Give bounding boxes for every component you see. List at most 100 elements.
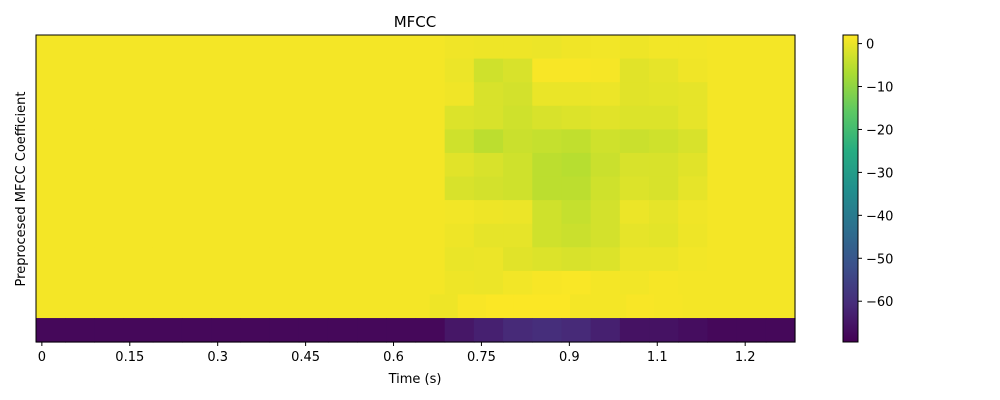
heatmap-cell	[204, 294, 234, 319]
heatmap-cell	[649, 247, 679, 272]
heatmap-cell	[327, 82, 358, 107]
heatmap-cell	[707, 105, 738, 130]
heatmap-cell	[65, 35, 95, 60]
heatmap-cell	[211, 200, 241, 225]
heatmap-cell	[415, 105, 446, 130]
heatmap-cell	[532, 176, 563, 201]
heatmap-cell	[386, 223, 417, 248]
heatmap-cell	[120, 294, 150, 319]
heatmap-cell	[590, 318, 621, 343]
heatmap-cell	[415, 129, 446, 154]
heatmap-cell	[532, 58, 563, 83]
heatmap-cell	[485, 294, 515, 319]
heatmap-cell	[211, 318, 241, 343]
heatmap-cell	[707, 200, 738, 225]
heatmap-cell	[327, 318, 358, 343]
heatmap-cell	[357, 200, 387, 225]
heatmap-cell	[444, 200, 475, 225]
heatmap-cell	[269, 270, 300, 296]
heatmap-cell	[373, 294, 403, 319]
heatmap-cell	[619, 105, 650, 130]
heatmap-cell	[152, 200, 183, 225]
heatmap-cell	[473, 152, 504, 178]
heatmap-cell	[598, 294, 627, 319]
heatmap-cell	[65, 129, 95, 154]
heatmap-cell	[542, 294, 571, 319]
heatmap-cell	[65, 223, 95, 248]
heatmap-cell	[211, 176, 241, 201]
heatmap-cell	[765, 105, 796, 130]
heatmap-cell	[415, 58, 446, 83]
heatmap-cell	[736, 176, 767, 201]
heatmap-cell	[211, 270, 241, 296]
heatmap-cell	[176, 294, 206, 319]
heatmap-cell	[36, 35, 66, 60]
heatmap-cell	[444, 270, 475, 296]
heatmap-cell	[619, 247, 650, 272]
heatmap-cell	[503, 35, 533, 60]
heatmap-cell	[736, 129, 767, 154]
heatmap-cell	[152, 270, 183, 296]
heatmap-cell	[94, 200, 125, 225]
heatmap-cell	[298, 270, 329, 296]
heatmap-cell	[181, 35, 212, 60]
heatmap-cell	[444, 176, 475, 201]
heatmap-cell	[269, 35, 300, 60]
heatmap-cell	[123, 270, 154, 296]
heatmap-cell	[36, 294, 65, 319]
heatmap-cell	[649, 318, 679, 343]
heatmap-cell	[152, 105, 183, 130]
heatmap-cell	[678, 176, 709, 201]
heatmap-cell	[152, 318, 183, 343]
heatmap-cell	[415, 152, 446, 178]
heatmap-cell	[503, 247, 533, 272]
heatmap-cell	[678, 129, 709, 154]
heatmap-cell	[386, 318, 417, 343]
heatmap-cell	[240, 82, 271, 107]
heatmap-cell	[152, 35, 183, 60]
heatmap-cell	[503, 129, 533, 154]
heatmap-cell	[473, 58, 504, 83]
heatmap-cell	[123, 82, 154, 107]
heatmap-cell	[152, 223, 183, 248]
heatmap-cell	[386, 105, 417, 130]
heatmap-cell	[619, 35, 650, 60]
colorbar-axis: 0 −10 −20 −30 −40 −50 −60	[858, 38, 893, 310]
heatmap-cell	[211, 82, 241, 107]
heatmap-cell	[345, 294, 374, 319]
heatmap-cell	[532, 152, 563, 178]
heatmap-cell	[65, 82, 95, 107]
heatmap-cell	[327, 223, 358, 248]
heatmap-cell	[123, 318, 154, 343]
heatmap-cell	[619, 129, 650, 154]
heatmap-cell	[65, 58, 95, 83]
heatmap-cell	[678, 247, 709, 272]
colorbar-tick-label: −60	[866, 295, 893, 310]
heatmap-cell	[707, 223, 738, 248]
heatmap-cell	[736, 35, 767, 60]
heatmap-cell	[649, 152, 679, 178]
heatmap-cell	[503, 105, 533, 130]
heatmap-cell	[619, 82, 650, 107]
heatmap-cell	[532, 129, 563, 154]
heatmap-cell	[269, 247, 300, 272]
heatmap-cell	[678, 105, 709, 130]
heatmap-cell	[415, 200, 446, 225]
heatmap-cell	[765, 318, 796, 343]
heatmap-cell	[415, 35, 446, 60]
heatmap-cell	[386, 247, 417, 272]
heatmap-cell	[298, 35, 329, 60]
heatmap-cell	[152, 176, 183, 201]
heatmap-cell	[736, 223, 767, 248]
heatmap-cell	[678, 223, 709, 248]
heatmap-cell	[327, 200, 358, 225]
heatmap-cell	[181, 58, 212, 83]
heatmap-cell	[94, 318, 125, 343]
heatmap-cell	[678, 35, 709, 60]
heatmap-cell	[298, 223, 329, 248]
heatmap-cell	[357, 318, 387, 343]
heatmap-cell	[415, 223, 446, 248]
heatmap-cell	[327, 270, 358, 296]
heatmap-cell	[532, 200, 563, 225]
x-tick-label: 0.45	[291, 350, 320, 365]
